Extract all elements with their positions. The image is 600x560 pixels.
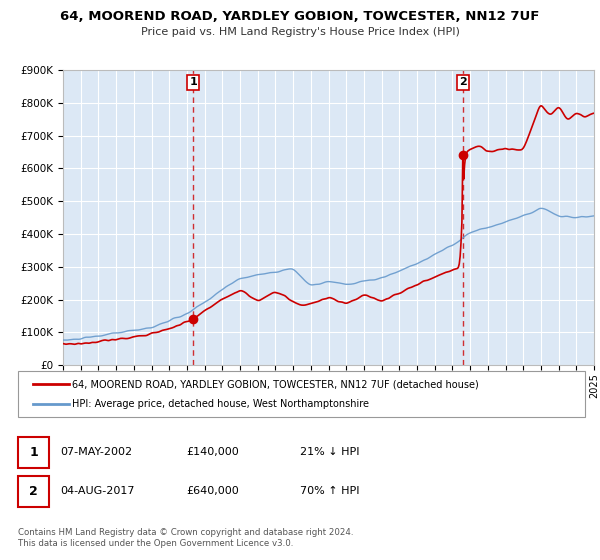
Text: HPI: Average price, detached house, West Northamptonshire: HPI: Average price, detached house, West… xyxy=(72,399,369,409)
Text: 2: 2 xyxy=(459,77,467,87)
Text: 04-AUG-2017: 04-AUG-2017 xyxy=(60,487,134,496)
Text: 70% ↑ HPI: 70% ↑ HPI xyxy=(300,487,359,496)
Text: 2: 2 xyxy=(29,485,38,498)
Text: 07-MAY-2002: 07-MAY-2002 xyxy=(60,447,132,457)
Text: Contains HM Land Registry data © Crown copyright and database right 2024.: Contains HM Land Registry data © Crown c… xyxy=(18,528,353,537)
Text: 1: 1 xyxy=(29,446,38,459)
Text: 64, MOOREND ROAD, YARDLEY GOBION, TOWCESTER, NN12 7UF (detached house): 64, MOOREND ROAD, YARDLEY GOBION, TOWCES… xyxy=(72,379,479,389)
Text: This data is licensed under the Open Government Licence v3.0.: This data is licensed under the Open Gov… xyxy=(18,539,293,548)
Text: 1: 1 xyxy=(189,77,197,87)
Text: £640,000: £640,000 xyxy=(186,487,239,496)
Text: 21% ↓ HPI: 21% ↓ HPI xyxy=(300,447,359,457)
Text: 64, MOOREND ROAD, YARDLEY GOBION, TOWCESTER, NN12 7UF: 64, MOOREND ROAD, YARDLEY GOBION, TOWCES… xyxy=(61,10,539,23)
Text: Price paid vs. HM Land Registry's House Price Index (HPI): Price paid vs. HM Land Registry's House … xyxy=(140,27,460,37)
Text: £140,000: £140,000 xyxy=(186,447,239,457)
